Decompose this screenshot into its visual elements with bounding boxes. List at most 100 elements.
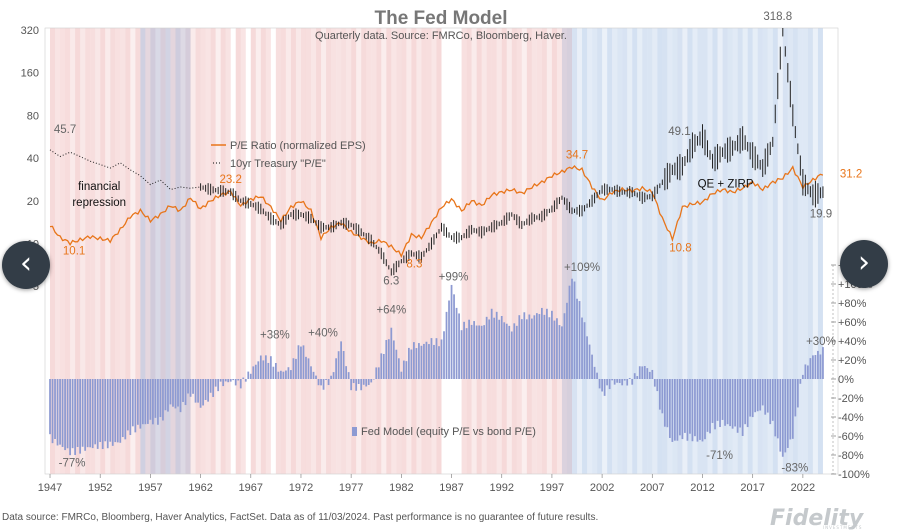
fed-model-bar: [184, 379, 187, 406]
fed-model-bar: [297, 345, 300, 379]
fed-model-bar: [425, 341, 428, 379]
regime-band-blue: [727, 28, 733, 474]
fed-model-bar: [603, 379, 606, 396]
regime-band-red: [165, 28, 171, 474]
fed-model-bar: [164, 379, 167, 411]
regime-band-blue: [632, 28, 638, 474]
fed-model-bar: [714, 379, 716, 430]
fed-model-bar: [671, 379, 674, 442]
fed-model-bar: [410, 349, 413, 379]
regime-band-blue: [797, 28, 803, 474]
regime-band-blue: [582, 28, 588, 474]
fed-model-bar: [556, 318, 558, 379]
bottom-annotation: +109%: [564, 262, 600, 274]
fed-model-bar: [776, 379, 779, 439]
fed-model-bar: [352, 379, 355, 384]
bottom-y-tick-label: -60%: [838, 431, 864, 443]
regime-band-blue: [772, 28, 778, 474]
fed-model-bar: [473, 321, 476, 379]
fed-model-bar: [350, 379, 353, 391]
treasury-pe-dotted-line: [49, 149, 201, 191]
fed-model-bar: [357, 379, 360, 384]
fed-model-bar: [801, 374, 804, 379]
fed-model-bar: [340, 341, 342, 379]
fed-model-bar: [214, 379, 217, 387]
fed-model-bar: [794, 379, 797, 417]
fed-model-bar: [699, 379, 701, 440]
fed-model-bar: [571, 278, 573, 379]
regime-band-blue: [165, 28, 171, 474]
fed-model-bar: [217, 379, 220, 392]
regime-band-red: [50, 28, 56, 474]
regime-band-red: [170, 28, 176, 474]
source-footnote: Data source: FMRCo, Bloomberg, Haver Ana…: [2, 512, 599, 523]
fed-model-bar: [588, 344, 591, 379]
previous-slide-button[interactable]: ‹: [2, 241, 50, 289]
fed-model-bar: [264, 355, 267, 379]
regime-band-blue: [762, 28, 768, 474]
regime-band-blue: [607, 28, 613, 474]
fed-model-bar: [822, 347, 824, 379]
fed-model-bar: [581, 317, 583, 379]
fed-model-bar: [320, 379, 322, 386]
fed-model-bar: [643, 366, 646, 379]
chevron-right-icon: ›: [858, 245, 870, 280]
regime-band-red: [361, 28, 367, 474]
top-annotation: 10.8: [669, 242, 691, 254]
next-slide-button[interactable]: ›: [840, 240, 888, 288]
fed-model-bar: [786, 379, 789, 448]
fed-model-bar: [124, 379, 127, 440]
fed-model-bar: [172, 379, 174, 407]
bottom-y-tick-label: -100%: [838, 469, 870, 481]
regime-band-red: [300, 28, 306, 474]
fed-model-bar: [380, 353, 383, 379]
regime-band-blue: [180, 28, 186, 474]
x-tick-label: 1947: [38, 482, 62, 494]
fed-model-bar: [272, 366, 275, 379]
fed-model-bar: [79, 379, 82, 454]
fed-model-bar: [139, 379, 142, 429]
fed-model-bar: [468, 319, 470, 379]
fed-model-bar: [64, 379, 66, 451]
top-text-label: QE + ZIRP: [698, 178, 754, 190]
fed-model-bar: [209, 379, 212, 393]
fed-model-bar: [345, 366, 348, 379]
bottom-y-tick-label: -20%: [838, 393, 864, 405]
fed-model-bar: [666, 379, 669, 428]
regime-band-red: [336, 28, 342, 474]
fed-model-bar: [224, 379, 227, 382]
fed-model-bar: [679, 379, 681, 436]
regime-band-blue: [767, 28, 773, 474]
regime-band-blue: [602, 28, 608, 474]
fed-model-bar: [174, 379, 177, 409]
x-tick-label: 2012: [690, 482, 714, 494]
fed-model-bar: [242, 377, 245, 379]
fed-model-bar: [76, 379, 79, 447]
fed-model-bar: [746, 379, 749, 428]
fed-model-bar: [734, 379, 736, 427]
regime-band-red: [556, 28, 562, 474]
fed-model-bar: [362, 379, 365, 385]
bottom-y-tick-label: +40%: [838, 336, 867, 348]
fed-model-bar: [187, 379, 189, 394]
fed-model-bar: [109, 379, 112, 442]
regime-band-blue: [155, 28, 161, 474]
fed-model-bar: [274, 362, 277, 379]
fed-model-bar: [375, 367, 378, 379]
bottom-y-tick-label: -80%: [838, 450, 864, 462]
fed-model-bar: [305, 356, 307, 379]
fed-model-bar: [66, 379, 69, 449]
top-annotation: 10.1: [63, 246, 85, 258]
fed-model-bar: [337, 351, 340, 379]
fed-model-bar: [528, 314, 531, 379]
regime-band-red: [160, 28, 166, 474]
x-tick-label: 1967: [239, 482, 263, 494]
regime-band-red: [205, 28, 211, 474]
fed-model-bar: [310, 366, 312, 379]
fed-model-bar: [450, 284, 453, 379]
fed-model-bar: [756, 379, 759, 412]
fed-model-bar: [420, 345, 423, 379]
x-tick-label: 1987: [439, 482, 463, 494]
legend: P/E Ratio (normalized EPS) 10yr Treasury…: [211, 140, 536, 438]
